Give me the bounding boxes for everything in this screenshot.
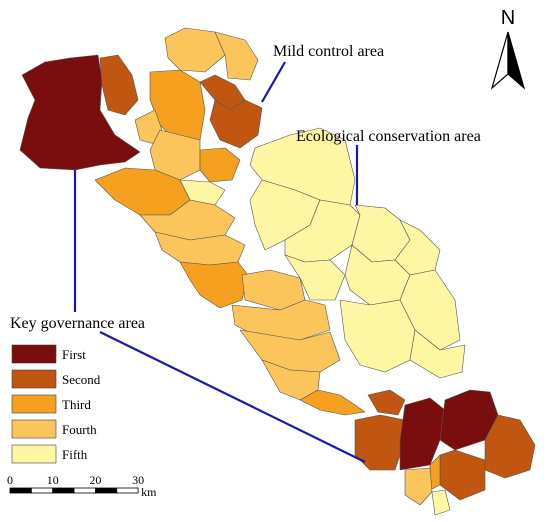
legend-label: Third <box>62 397 91 412</box>
scale-label: 20 <box>89 473 101 487</box>
leader-line <box>99 331 366 463</box>
region <box>404 467 433 506</box>
region <box>367 389 406 416</box>
scale-segment <box>95 487 118 494</box>
legend: First Second Third Fourth Fifth <box>11 344 101 464</box>
scale-segment <box>30 487 54 494</box>
region <box>484 414 536 479</box>
north-arrow: N <box>490 7 526 90</box>
scale-unit: km <box>141 485 157 499</box>
legend-label: Second <box>62 372 101 387</box>
region <box>19 54 141 171</box>
scale-label: 10 <box>47 473 59 487</box>
annotation: Key governance area <box>10 315 145 332</box>
region <box>399 397 446 471</box>
region <box>214 31 259 81</box>
region <box>179 261 249 309</box>
north-label: N <box>501 7 515 29</box>
scale-segment <box>52 487 75 494</box>
scale-label: 30 <box>132 473 144 487</box>
scale-segment <box>73 487 96 494</box>
scale-segment <box>9 487 32 494</box>
scale-segment <box>116 487 139 494</box>
region <box>431 489 451 516</box>
legend-label: Fifth <box>62 447 88 462</box>
annotation: Ecological conservation area <box>296 128 481 145</box>
region <box>439 449 486 501</box>
legend-swatch <box>11 369 57 389</box>
region <box>299 389 366 416</box>
region <box>209 99 263 149</box>
legend-label: Fourth <box>62 422 97 437</box>
annotation: Mild control area <box>273 43 384 60</box>
region <box>199 147 241 183</box>
leader-line <box>261 61 286 103</box>
legend-swatch <box>11 444 57 464</box>
regions <box>19 27 536 516</box>
region <box>99 54 139 116</box>
region <box>284 254 346 301</box>
region <box>164 27 226 73</box>
region <box>409 329 466 379</box>
legend-swatch <box>11 419 57 439</box>
legend-label: First <box>62 347 86 362</box>
region <box>231 299 331 341</box>
scale-label: 0 <box>7 473 13 487</box>
legend-swatch <box>11 394 57 414</box>
region <box>339 299 416 373</box>
legend-swatch <box>11 344 57 364</box>
